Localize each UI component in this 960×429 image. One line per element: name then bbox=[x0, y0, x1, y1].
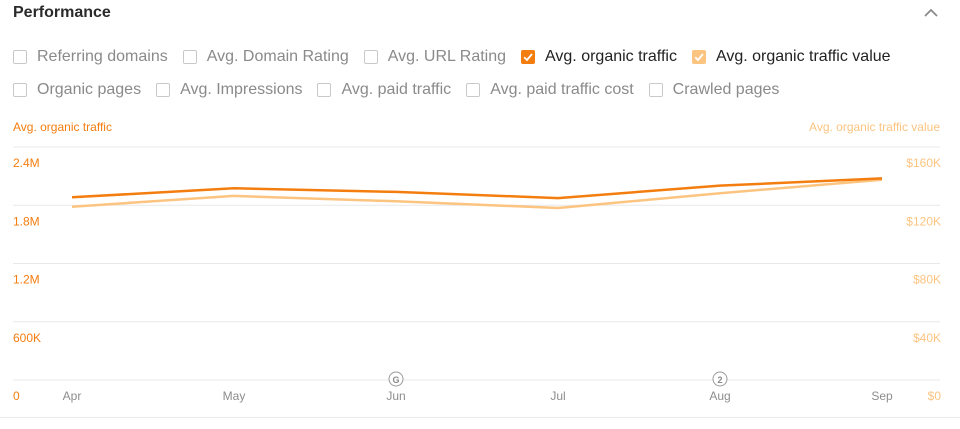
metric-checkbox[interactable]: Avg. organic traffic value bbox=[691, 48, 891, 66]
chevron-up-icon[interactable] bbox=[922, 6, 940, 20]
metric-checkbox[interactable]: Organic pages bbox=[13, 81, 141, 99]
metric-checkbox-label: Crawled pages bbox=[672, 81, 780, 98]
metric-checkbox-label: Avg. paid traffic cost bbox=[490, 81, 634, 98]
metric-checkbox-label: Referring domains bbox=[37, 48, 168, 65]
checkbox-unchecked-icon[interactable] bbox=[13, 50, 27, 64]
metric-checkbox-row-1: Referring domains Avg. Domain Rating Avg. … bbox=[13, 48, 906, 66]
metric-checkbox-label: Avg. Domain Rating bbox=[206, 48, 349, 65]
checkbox-unchecked-icon[interactable] bbox=[156, 83, 171, 97]
y-left-tick-label: 2.4M bbox=[13, 156, 40, 170]
x-tick-label: Aug bbox=[709, 389, 730, 403]
metric-checkbox[interactable]: Avg. URL Rating bbox=[363, 48, 507, 66]
series-line-avg-organic-traffic-value bbox=[71, 178, 883, 210]
metric-checkbox-label: Avg. paid traffic bbox=[341, 81, 452, 98]
y-right-tick-label: $160K bbox=[906, 156, 941, 170]
checkbox-unchecked-icon[interactable] bbox=[466, 83, 481, 97]
checkbox-unchecked-icon[interactable] bbox=[182, 50, 197, 64]
metric-checkbox[interactable]: Avg. paid traffic cost bbox=[466, 81, 634, 99]
metric-checkbox[interactable]: Avg. Domain Rating bbox=[182, 48, 349, 66]
checkbox-unchecked-icon[interactable] bbox=[363, 50, 378, 64]
y-right-tick-label: $40K bbox=[913, 331, 941, 345]
panel-bottom-divider bbox=[0, 417, 960, 418]
y-left-tick-label: 0 bbox=[13, 389, 20, 403]
metric-checkbox[interactable]: Crawled pages bbox=[648, 81, 780, 99]
metric-checkbox[interactable]: Avg. organic traffic bbox=[521, 48, 677, 66]
x-tick-label: Sep bbox=[871, 389, 893, 403]
metric-checkbox-label: Organic pages bbox=[37, 81, 142, 98]
y-right-tick-label: $0 bbox=[928, 389, 942, 403]
checkbox-unchecked-icon[interactable] bbox=[648, 83, 663, 97]
x-tick-label: Jul bbox=[550, 389, 565, 403]
x-tick-label: Jun bbox=[386, 389, 405, 403]
x-tick-label: Apr bbox=[63, 389, 82, 403]
y-left-tick-label: 1.8M bbox=[13, 214, 40, 228]
metric-checkbox-label: Avg. URL Rating bbox=[387, 48, 507, 65]
metric-checkbox[interactable]: Avg. Impressions bbox=[156, 81, 302, 99]
metric-checkbox-label: Avg. organic traffic value bbox=[715, 48, 891, 65]
checkbox-unchecked-icon[interactable] bbox=[13, 83, 27, 97]
annotation-label: 2 bbox=[717, 375, 722, 385]
metric-checkbox[interactable]: Avg. paid traffic bbox=[317, 81, 451, 99]
series-line-avg-organic-traffic bbox=[71, 177, 883, 200]
annotation-marker bbox=[712, 371, 728, 387]
y-right-tick-label: $80K bbox=[913, 273, 941, 287]
y-axis-right-title: Avg. organic traffic value bbox=[809, 120, 940, 134]
checkbox-unchecked-icon[interactable] bbox=[317, 83, 332, 97]
annotation-marker bbox=[388, 371, 404, 387]
checkbox-checked-icon[interactable] bbox=[521, 50, 536, 64]
y-left-tick-label: 1.2M bbox=[13, 273, 40, 287]
y-right-tick-label: $120K bbox=[906, 214, 941, 228]
metric-checkbox-row-2: Organic pages Avg. Impressions Avg. paid t… bbox=[13, 81, 794, 99]
metric-checkbox-label: Avg. organic traffic bbox=[545, 48, 677, 65]
metric-checkbox[interactable]: Referring domains bbox=[13, 48, 168, 66]
x-tick-label: May bbox=[223, 389, 246, 403]
checkbox-checked-icon[interactable] bbox=[691, 50, 706, 64]
y-left-tick-label: 600K bbox=[13, 331, 41, 345]
annotation-label: G bbox=[392, 375, 399, 385]
metric-checkbox-label: Avg. Impressions bbox=[180, 81, 303, 98]
y-axis-left-title: Avg. organic traffic bbox=[13, 120, 112, 134]
panel-title: Performance bbox=[13, 4, 111, 21]
